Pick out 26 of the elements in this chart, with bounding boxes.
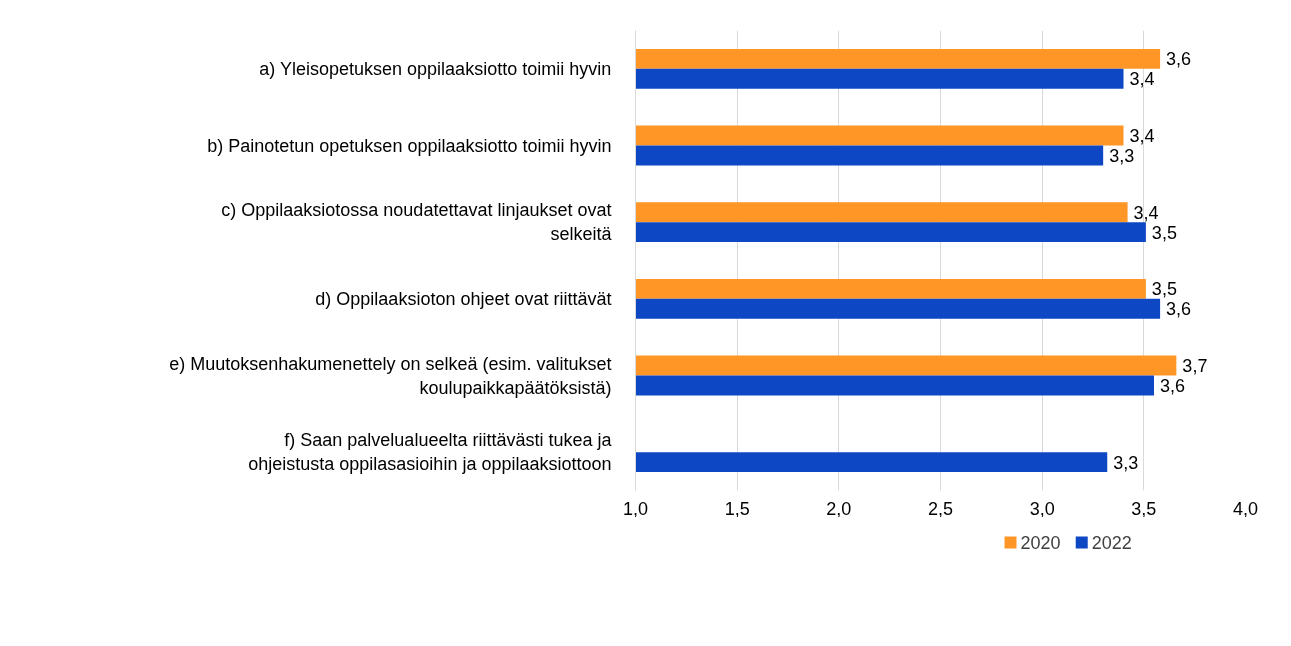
x-tick-label: 3,0: [1029, 498, 1055, 519]
data-label: 3,7: [1182, 356, 1208, 377]
legend-label: 2020: [1020, 533, 1061, 553]
data-label: 3,6: [1166, 299, 1192, 320]
x-tick-label: 2,5: [927, 498, 954, 519]
data-label: 3,6: [1160, 375, 1186, 396]
legend-label: 2022: [1091, 533, 1132, 553]
y-tick-label: c) Oppilaaksiotossa noudatettavat linjaukset ovat selkeitä: [221, 200, 613, 245]
data-label: 3,4: [1133, 202, 1159, 223]
data-label: 3,3: [1109, 145, 1135, 166]
x-tick-label: 2,0: [826, 498, 852, 519]
data-label: 3,3: [1113, 452, 1139, 473]
y-tick-label: b) Painotetun opetuksen oppilaaksiotto toimii hyvin: [207, 135, 612, 156]
data-label: 3,4: [1129, 69, 1155, 90]
y-tick-label: f) Saan palvelualueelta riittävästi tukea ja ohjeistusta oppilasasioihin ja oppilaaksiottoon: [248, 430, 613, 475]
y-tick-label: e) Muutoksenhakumenettely on selkeä (esim. valitukset koulupaikkapäätöksistä): [169, 353, 612, 398]
x-tick-label: 4,0: [1232, 498, 1259, 519]
y-tick-label: a) Yleisopetuksen oppilaaksiotto toimii hyvin: [259, 58, 612, 79]
data-label: 3,6: [1166, 49, 1192, 70]
x-tick-label: 1,0: [622, 498, 649, 519]
data-label: 3,5: [1151, 279, 1177, 300]
data-label: 3,4: [1129, 126, 1155, 147]
x-tick-label: 3,5: [1131, 498, 1157, 519]
data-label: 3,5: [1151, 222, 1177, 243]
x-tick-label: 1,5: [724, 498, 750, 519]
y-tick-label: d) Oppilaaksioton ohjeet ovat riittävät: [315, 288, 612, 309]
